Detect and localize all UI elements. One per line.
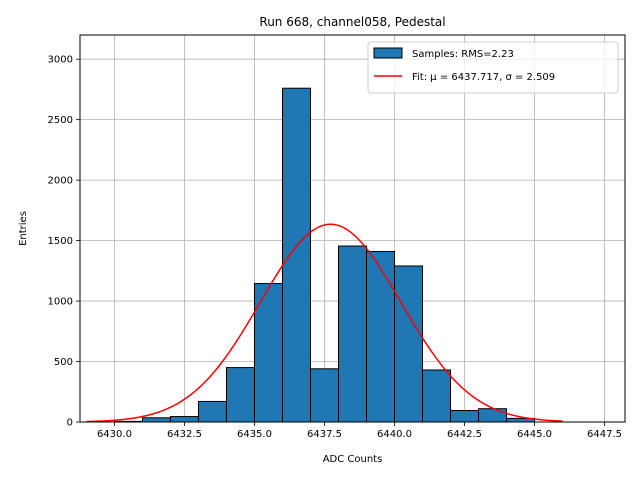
- x-axis-ticks: 6430.0 6432.5 6435.0 6437.5 6440.0 6442.5 6445…: [97, 422, 622, 440]
- histogram-bar-12: [450, 410, 480, 423]
- y-tick-label: 2500: [48, 115, 73, 126]
- x-tick-label: 6447.5: [587, 429, 622, 440]
- histogram-bar-9: [366, 250, 396, 423]
- x-tick-label: 6432.5: [167, 429, 202, 440]
- histogram-bar-10: [394, 265, 424, 423]
- y-tick-label: 1000: [48, 297, 73, 308]
- x-tick-label: 6442.5: [447, 429, 482, 440]
- x-tick-label: 6437.5: [307, 429, 342, 440]
- legend-fit-label: Fit: μ = 6437.717, σ = 2.509: [412, 72, 555, 83]
- y-tick-label: 2000: [48, 176, 73, 187]
- legend-box: [367, 41, 619, 94]
- histogram-bar-8: [337, 245, 368, 423]
- y-tick-label: 3000: [48, 55, 73, 66]
- y-axis-ticks: 0 500 1000 1500 2000 2500 3000: [48, 55, 80, 429]
- x-axis-label: ADC Counts: [323, 454, 383, 465]
- histogram-bar-1: [141, 417, 171, 423]
- legend-histogram-label: Samples: RMS=2.23: [412, 49, 514, 60]
- histogram-bar-2: [169, 416, 199, 423]
- histogram-bar-13: [478, 408, 508, 423]
- x-tick-label: 6440.0: [377, 429, 412, 440]
- legend: Samples: RMS=2.23 Fit: μ = 6437.717, σ =…: [367, 41, 619, 94]
- fit-curve-group: [86, 223, 563, 423]
- fit-curve: [86, 223, 563, 423]
- legend-histogram-swatch: [373, 47, 403, 59]
- histogram-bar-5: [253, 283, 283, 423]
- y-tick-label: 1500: [48, 236, 73, 247]
- histogram-bar-4: [225, 367, 255, 423]
- histogram-bars: [113, 87, 536, 423]
- x-tick-label: 6430.0: [97, 429, 132, 440]
- plot-frame: [79, 34, 626, 423]
- y-axis-label: Entries: [18, 211, 29, 246]
- histogram-bar-3: [197, 400, 227, 423]
- y-tick-label: 0: [67, 418, 73, 429]
- histogram-bar-7: [309, 368, 339, 423]
- x-tick-label: 6435.0: [237, 429, 272, 440]
- chart-title: Run 668, channel058, Pedestal: [259, 15, 445, 29]
- x-tick-label: 6445.0: [517, 429, 552, 440]
- y-tick-label: 500: [54, 357, 73, 368]
- histogram-bar-11: [422, 369, 452, 423]
- histogram-bar-6: [281, 87, 311, 423]
